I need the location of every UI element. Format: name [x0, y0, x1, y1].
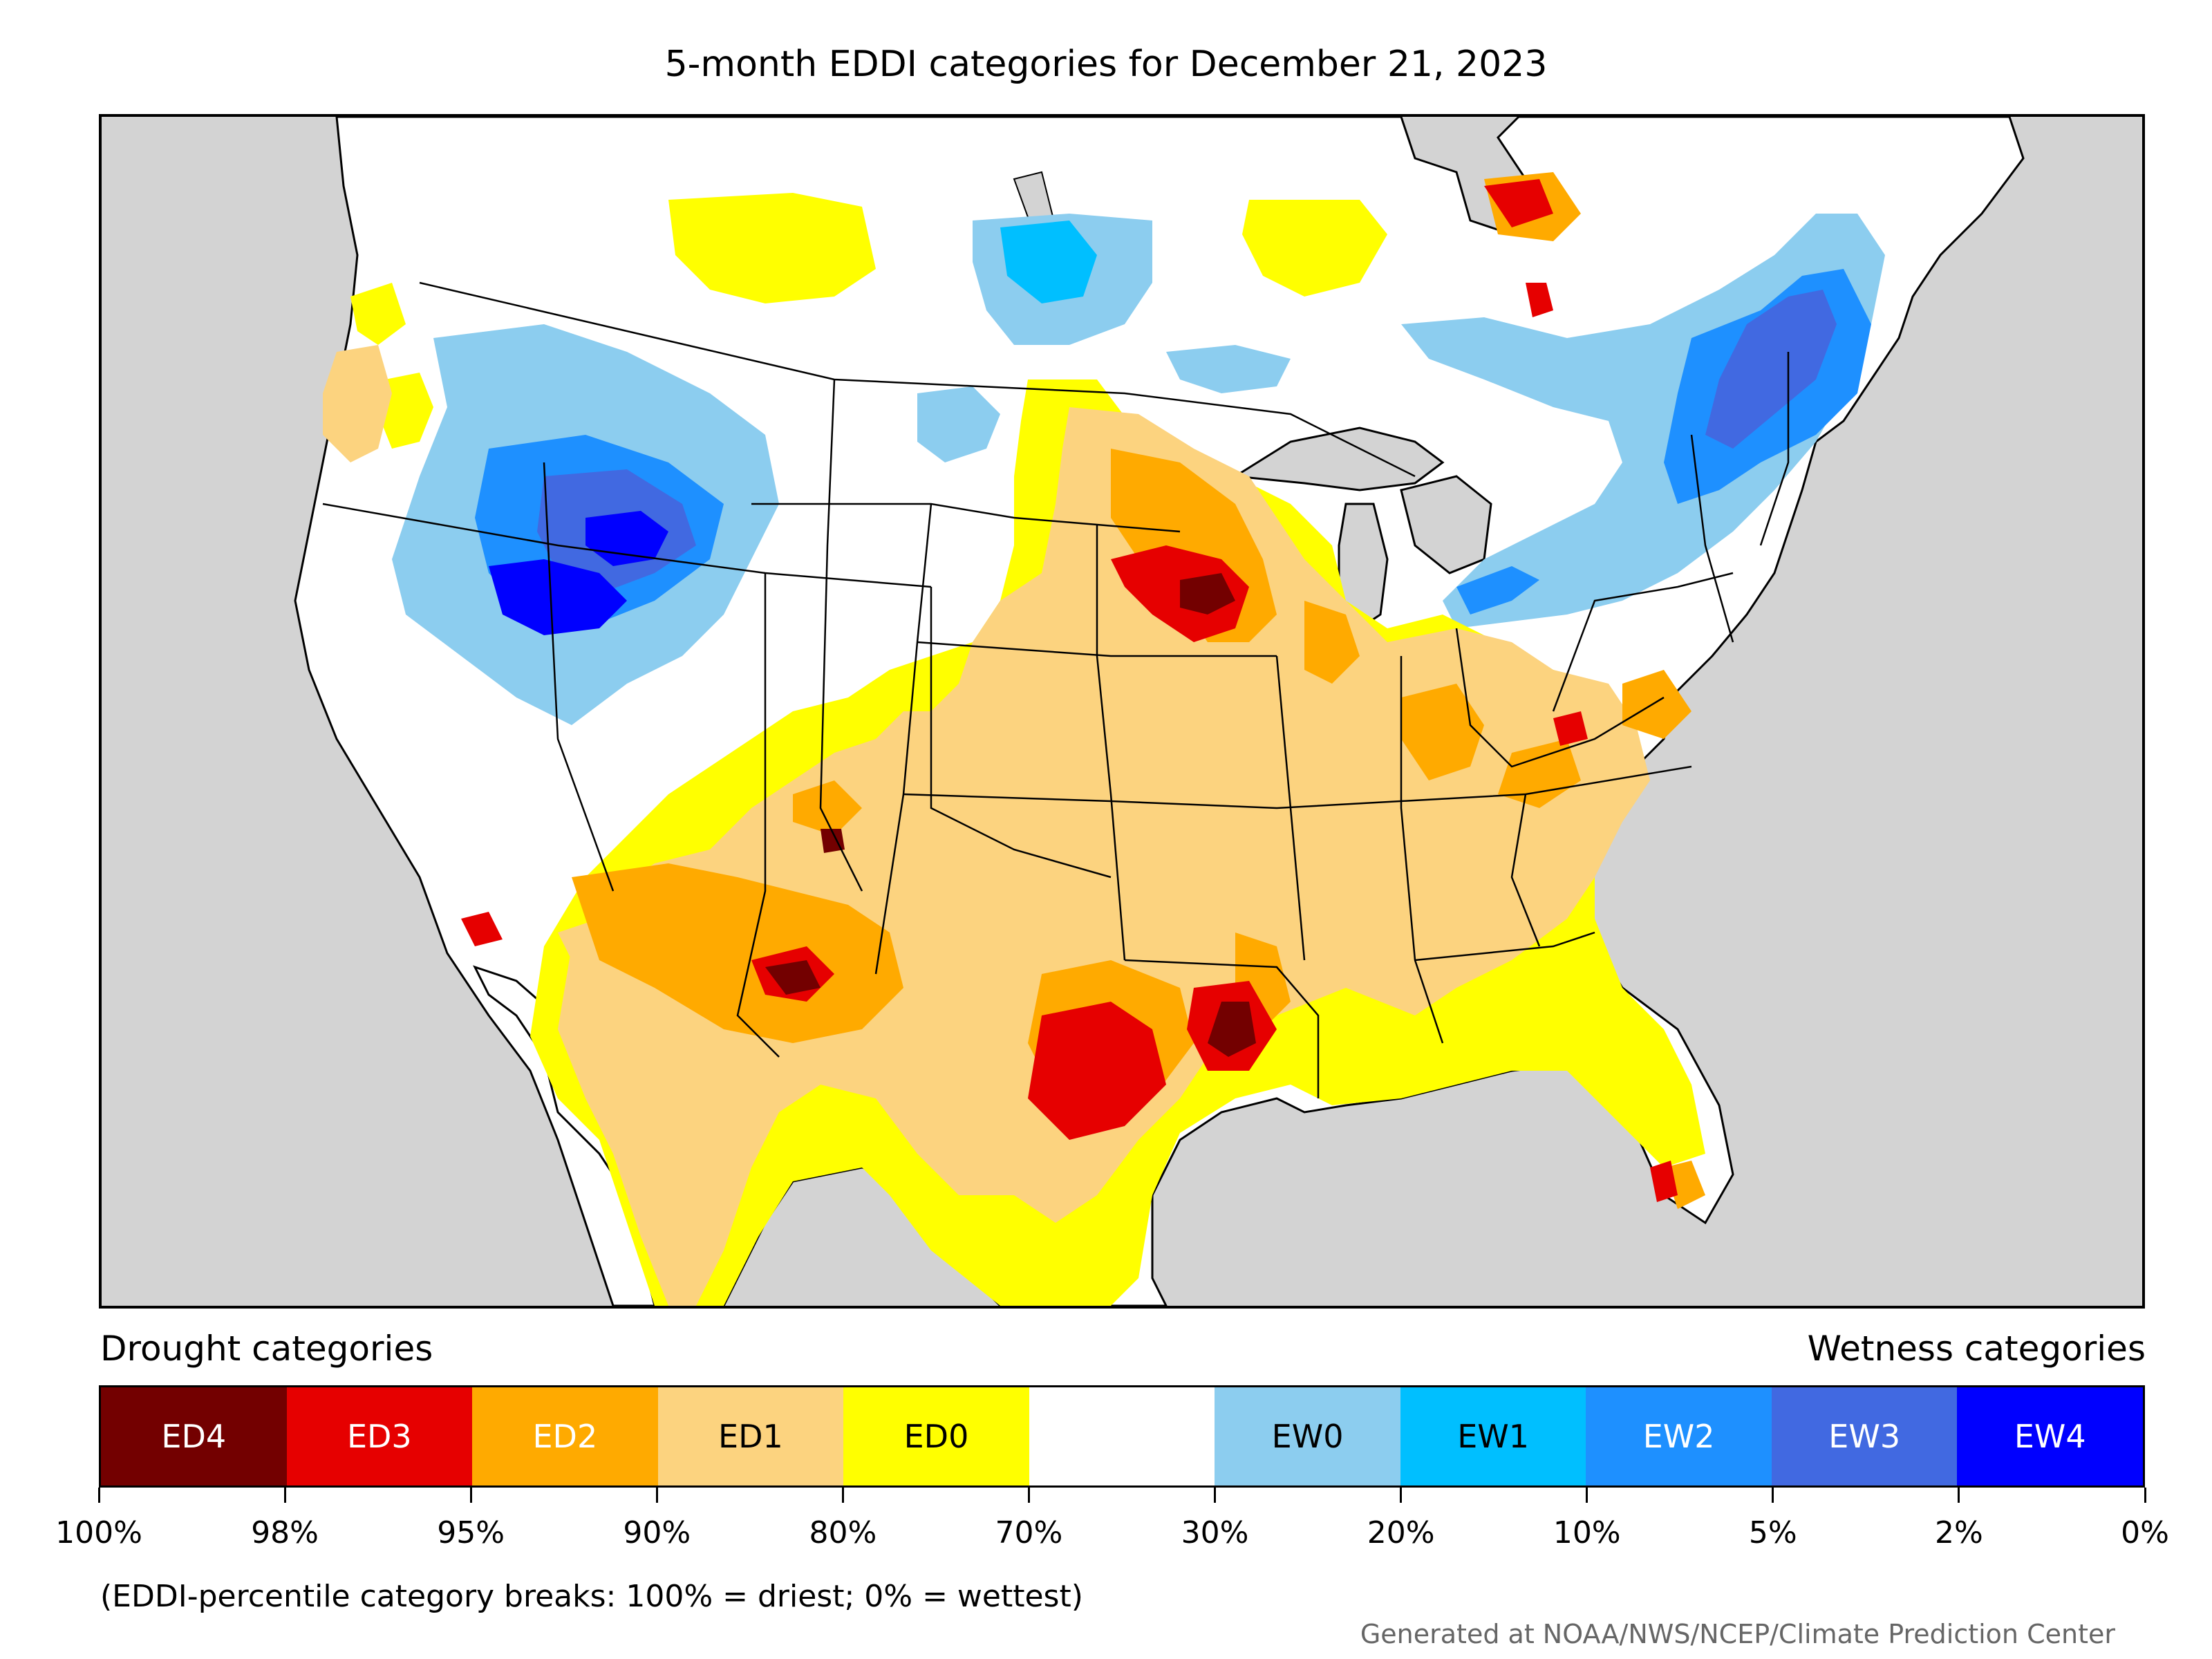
percentile-note: (EDDI-percentile category breaks: 100% =… — [100, 1579, 1083, 1614]
category-swatch-ed3: ED3 — [286, 1387, 473, 1485]
colorbar-tick — [1027, 1488, 1030, 1503]
category-colorbar: ED4 ED3 ED2 ED1 ED0 EW0 EW1 EW2 EW3 EW4 — [99, 1385, 2145, 1488]
category-swatch-ew0: EW0 — [1215, 1387, 1400, 1485]
colorbar-tick-label: 20% — [1367, 1515, 1435, 1550]
drought-categories-label: Drought categories — [100, 1329, 433, 1369]
category-swatch-ed4: ED4 — [101, 1387, 287, 1485]
lake-superior — [1232, 427, 1445, 491]
colorbar-tick-label: 100% — [55, 1515, 142, 1550]
category-swatch-ew4: EW4 — [1957, 1387, 2144, 1485]
map-title: 5-month EDDI categories for December 21,… — [664, 44, 1548, 85]
colorbar-tick — [469, 1488, 472, 1503]
eddi-map — [99, 114, 2145, 1309]
colorbar-tick-label: 90% — [623, 1515, 691, 1550]
colorbar-tick — [1586, 1488, 1588, 1503]
colorbar-tick-label: 2% — [1935, 1515, 1983, 1550]
ed4-regions — [765, 573, 1256, 1057]
colorbar-tick-label: 80% — [809, 1515, 877, 1550]
colorbar-tick-label: 5% — [1748, 1515, 1797, 1550]
map-canvas — [294, 117, 2025, 1306]
wetness-regions — [392, 214, 1885, 725]
category-swatch-ed2: ED2 — [472, 1387, 658, 1485]
colorbar-tick-labels: 100% 98% 95% 90% 80% 70% 30% 20% 10% 5% 2% 0% — [55, 1515, 2169, 1557]
political-boundaries — [322, 281, 1790, 1098]
category-swatch-normal — [1029, 1387, 1215, 1485]
wetness-categories-label: Wetness categories — [1807, 1329, 2146, 1369]
colorbar-tick — [2144, 1488, 2146, 1503]
colorbar-tick — [1214, 1488, 1217, 1503]
colorbar-tick-label: 98% — [251, 1515, 319, 1550]
colorbar-tick-label: 70% — [995, 1515, 1063, 1550]
colorbar-tick-label: 95% — [437, 1515, 505, 1550]
colorbar-tick-label: 0% — [2121, 1515, 2169, 1550]
colorbar-tick — [1772, 1488, 1774, 1503]
category-swatch-ew1: EW1 — [1400, 1387, 1586, 1485]
colorbar-tick — [97, 1488, 100, 1503]
category-swatch-ew2: EW2 — [1586, 1387, 1772, 1485]
colorbar-tick — [841, 1488, 844, 1503]
colorbar-tick — [1400, 1488, 1403, 1503]
colorbar-tick — [1958, 1488, 1960, 1503]
category-swatch-ed0: ED0 — [843, 1387, 1029, 1485]
category-swatch-ed1: ED1 — [657, 1387, 844, 1485]
colorbar-tick — [655, 1488, 658, 1503]
colorbar-tick-label: 10% — [1553, 1515, 1621, 1550]
credit-line: Generated at NOAA/NWS/NCEP/Climate Predi… — [1360, 1619, 2115, 1649]
colorbar-ticks — [97, 1488, 2146, 1508]
colorbar-tick-label: 30% — [1181, 1515, 1249, 1550]
colorbar-tick — [283, 1488, 286, 1503]
category-swatch-ew3: EW3 — [1771, 1387, 1958, 1485]
